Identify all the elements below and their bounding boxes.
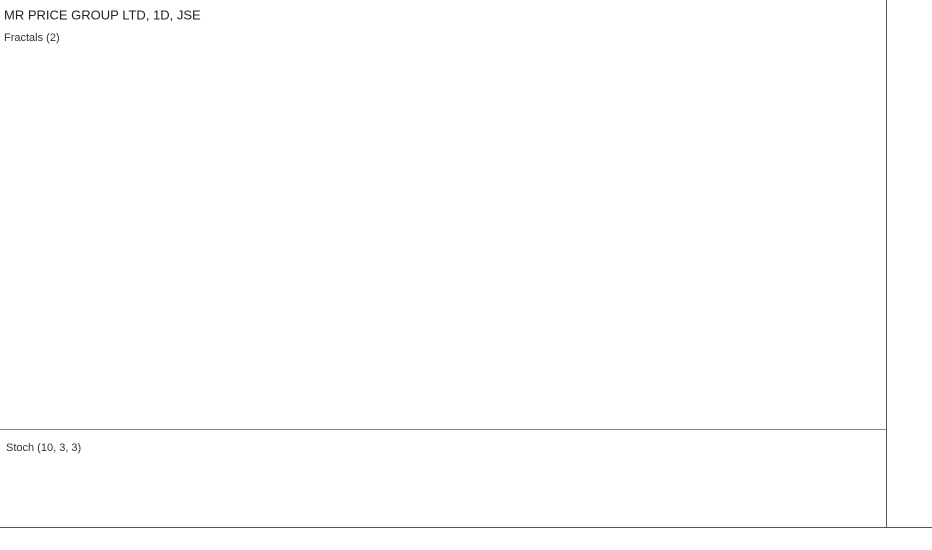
stoch-label: Stoch (10, 3, 3) bbox=[6, 442, 81, 454]
labels: MR PRICE GROUP LTD, 1D, JSE Fractals (2)… bbox=[4, 7, 201, 453]
chart-title: MR PRICE GROUP LTD, 1D, JSE bbox=[4, 7, 201, 22]
indicator-label: Fractals (2) bbox=[4, 32, 60, 44]
